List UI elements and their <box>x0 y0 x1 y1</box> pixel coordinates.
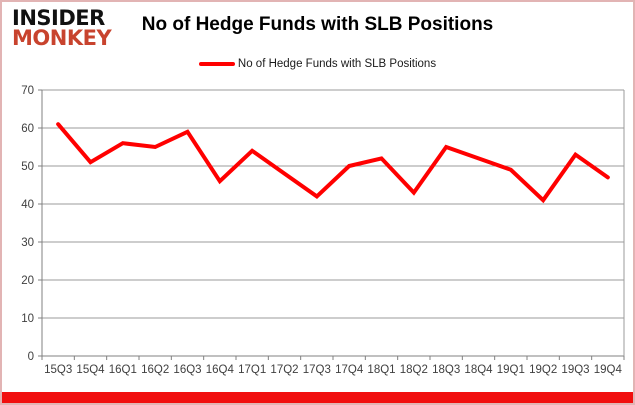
x-tick-label: 17Q3 <box>303 364 331 376</box>
x-tick-label: 15Q4 <box>76 364 105 376</box>
logo-insider-text: INSIDER <box>12 6 105 30</box>
x-tick-label: 19Q4 <box>594 364 623 376</box>
x-tick-label: 18Q1 <box>367 364 395 376</box>
y-tick-label: 10 <box>21 313 34 325</box>
legend: No of Hedge Funds with SLB Positions <box>2 58 633 70</box>
bottom-red-bar <box>2 392 633 403</box>
x-tick-label: 19Q3 <box>561 364 589 376</box>
x-tick-label: 19Q1 <box>497 364 525 376</box>
y-tick-label: 0 <box>28 351 34 363</box>
logo-monkey-text: MONKEY <box>12 25 112 50</box>
x-tick-label: 17Q2 <box>270 364 298 376</box>
x-tick-label: 18Q4 <box>464 364 493 376</box>
y-tick-label: 30 <box>21 237 34 249</box>
y-tick-label: 60 <box>21 123 34 135</box>
y-tick-label: 70 <box>21 85 34 97</box>
x-tick-label: 16Q2 <box>141 364 169 376</box>
y-tick-label: 40 <box>21 199 34 211</box>
x-tick-label: 17Q1 <box>238 364 266 376</box>
legend-label: No of Hedge Funds with SLB Positions <box>237 58 437 70</box>
y-tick-label: 50 <box>21 161 34 173</box>
x-tick-label: 18Q3 <box>432 364 460 376</box>
insider-monkey-logo: INSIDER MONKEY <box>12 6 112 50</box>
y-tick-label: 20 <box>21 275 34 287</box>
legend-line-swatch <box>198 62 235 66</box>
series-line <box>56 122 610 204</box>
x-tick-label: 16Q3 <box>173 364 201 376</box>
x-tick-label: 16Q4 <box>206 364 235 376</box>
x-tick-label: 18Q2 <box>400 364 428 376</box>
x-tick-label: 19Q2 <box>529 364 557 376</box>
x-tick-label: 17Q4 <box>335 364 364 376</box>
x-tick-label: 16Q1 <box>109 364 137 376</box>
x-tick-label: 15Q3 <box>44 364 72 376</box>
chart-title: No of Hedge Funds with SLB Positions <box>141 14 494 35</box>
